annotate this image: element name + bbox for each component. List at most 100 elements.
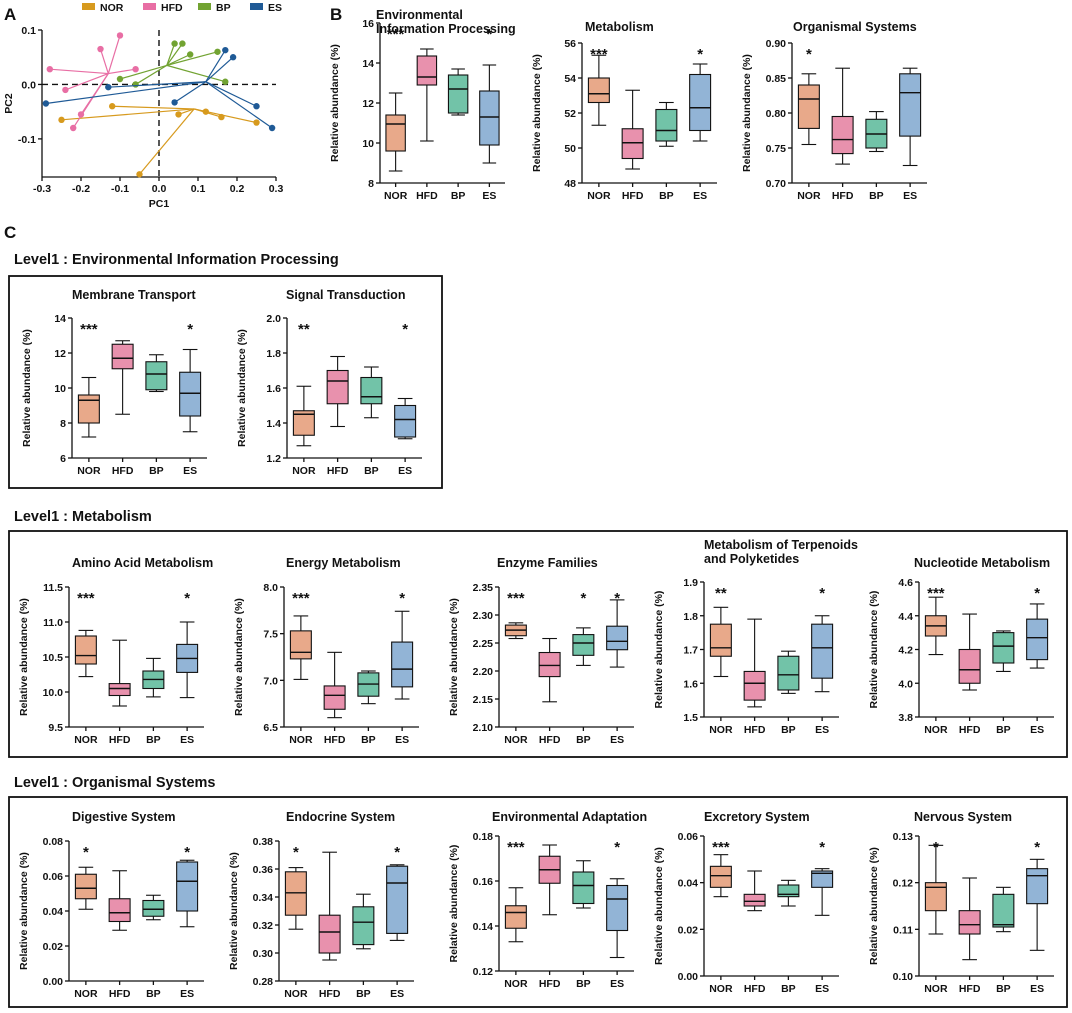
y-tick-label: 0.14 <box>473 921 494 933</box>
pca-spoke-hfd <box>65 72 109 91</box>
pca-point-hfd <box>62 86 69 94</box>
box-hfd <box>108 683 131 697</box>
boxplot-o3: Environmental Adaptation 0.12 0.14 0.16 0.18… <box>448 810 647 990</box>
x-tick-label-nor: NOR <box>284 988 308 1000</box>
pca-spoke-es <box>205 56 234 83</box>
box-hfd <box>831 115 854 155</box>
box-hfd <box>111 343 134 370</box>
x-tick-label-nor: NOR <box>504 978 528 990</box>
x-tick-label-hfd: HFD <box>832 190 854 202</box>
y-tick-label: 0.12 <box>893 878 914 890</box>
boxplot-m3: Enzyme Families 2.10 2.15 2.20 2.25 2.30 2.35 R… <box>448 556 634 746</box>
x-tick-label-bp: BP <box>356 988 371 1000</box>
pca-point-hfd <box>132 66 139 73</box>
y-tick-label: 10 <box>54 383 66 395</box>
pca-point-bp <box>187 51 194 58</box>
y-tick-label: 2.0 <box>266 313 281 325</box>
significance-es: * <box>486 26 492 43</box>
x-tick-label-bp: BP <box>869 190 884 202</box>
panel-title: Environmental Adaptation <box>492 810 647 824</box>
x-tick-label-hfd: HFD <box>744 983 766 995</box>
pca-x-tick-label: 0.0 <box>152 183 167 195</box>
y-tick-label: 2.25 <box>473 638 494 650</box>
box-bp <box>447 74 469 114</box>
y-tick-label: 2.20 <box>473 666 494 678</box>
box-bp <box>352 906 375 946</box>
x-tick-label-es: ES <box>180 988 194 1000</box>
x-tick-label-bp: BP <box>149 465 164 477</box>
y-tick-label: 2.35 <box>473 582 494 594</box>
section-title-env: Level1 : Environmental Information Proce… <box>14 252 339 268</box>
y-tick-label: 0.10 <box>893 971 914 983</box>
panel-title: Metabolism of Terpenoids <box>704 538 858 552</box>
pca-point-nor <box>136 171 143 178</box>
pca-point-bp <box>132 81 139 88</box>
box-es <box>1026 868 1049 905</box>
panel-title: Organismal Systems <box>793 20 917 34</box>
box-nor <box>77 394 100 424</box>
pca-point-es <box>229 54 237 61</box>
y-tick-label: 0.04 <box>678 878 699 890</box>
x-tick-label-nor: NOR <box>504 734 528 746</box>
box-bp <box>655 108 678 142</box>
y-tick-label: 1.8 <box>683 611 698 623</box>
frames-layer <box>8 275 1068 1008</box>
box-hfd <box>958 648 981 684</box>
pca-point-hfd <box>46 66 53 73</box>
env-section-frame <box>8 275 443 489</box>
panel-title: Metabolism <box>585 20 654 34</box>
pca-spoke-bp <box>166 43 183 66</box>
panel-title: Excretory System <box>704 810 810 824</box>
box-nor <box>797 84 820 129</box>
y-tick-label: 0.85 <box>766 73 787 85</box>
x-tick-label-hfd: HFD <box>959 724 981 736</box>
pca-point-bp <box>214 48 221 55</box>
pca-x-tick-label: -0.3 <box>33 183 51 195</box>
box-es <box>1026 618 1049 661</box>
x-tick-label-hfd: HFD <box>539 978 561 990</box>
x-tick-label-bp: BP <box>576 978 591 990</box>
significance-nor: * <box>933 839 939 856</box>
legend-swatch-es <box>250 3 263 10</box>
box-es <box>606 884 629 932</box>
significance-nor: *** <box>387 26 405 43</box>
y-tick-label: 0.13 <box>893 831 914 843</box>
y-tick-label: 12 <box>362 98 374 110</box>
pca-spoke-hfd <box>108 68 136 75</box>
box-es <box>179 371 202 417</box>
significance-nor: *** <box>507 590 525 607</box>
pca-point-hfd <box>97 45 104 53</box>
x-tick-label-nor: NOR <box>74 988 98 1000</box>
pca-spoke-nor <box>193 108 257 124</box>
pca-point-nor <box>175 111 182 118</box>
y-tick-label: 0.11 <box>893 924 913 936</box>
x-tick-label-es: ES <box>390 988 404 1000</box>
legend-swatch-bp <box>198 3 211 10</box>
box-es <box>394 404 417 438</box>
y-tick-label: 52 <box>564 108 576 120</box>
organismal-section-frame <box>8 796 1068 1008</box>
pca-y-axis-label: PC2 <box>3 93 15 114</box>
panel-title: Membrane Transport <box>72 288 196 302</box>
boxplot-b3: Organismal Systems 0.70 0.75 0.80 0.85 0.90 Re… <box>741 20 927 202</box>
box-nor <box>292 410 315 436</box>
x-tick-label-es: ES <box>482 190 496 202</box>
x-tick-label-nor: NOR <box>797 190 821 202</box>
panel-title: Environmental <box>376 8 463 22</box>
pca-x-tick-label: 0.1 <box>191 183 206 195</box>
y-tick-label: 2.15 <box>473 694 494 706</box>
significance-es: * <box>819 585 825 602</box>
significance-nor: *** <box>590 46 608 63</box>
y-tick-label: 1.6 <box>266 383 281 395</box>
x-tick-label-hfd: HFD <box>112 465 134 477</box>
y-tick-label: 1.8 <box>266 348 281 360</box>
y-tick-label: 1.6 <box>683 678 698 690</box>
pca-x-tick-label: -0.1 <box>111 183 129 195</box>
significance-es: * <box>184 590 190 607</box>
box-es <box>176 861 199 912</box>
pca-point-hfd <box>116 32 124 39</box>
box-nor <box>385 114 406 152</box>
significance-es: * <box>1034 839 1040 856</box>
box-nor <box>74 635 97 665</box>
